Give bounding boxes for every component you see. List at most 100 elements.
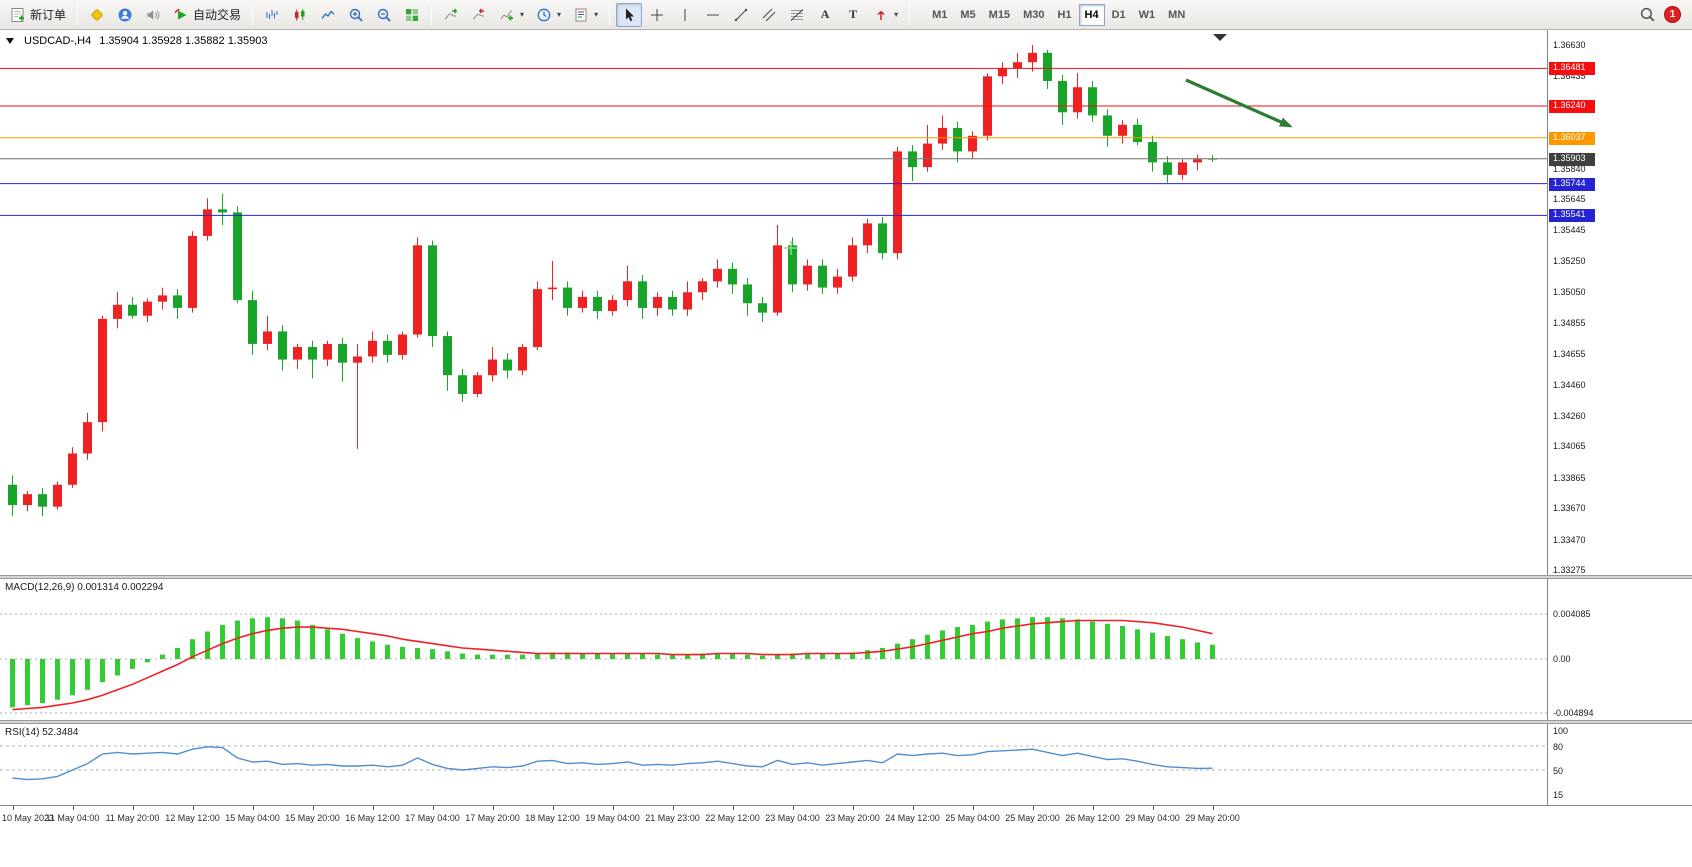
- search-icon[interactable]: [1639, 6, 1656, 23]
- price-badge: 1.36240: [1549, 100, 1595, 113]
- fibonacci-icon: [790, 8, 804, 21]
- indicators-button[interactable]: ▾: [494, 3, 529, 27]
- price-axis[interactable]: 1.366301.364351.362401.360451.358401.356…: [1547, 30, 1692, 805]
- macd-histogram-bar: [835, 653, 840, 659]
- arrow-shape-icon: [877, 10, 885, 20]
- time-axis-label: 21 May 23:00: [645, 813, 700, 823]
- trendline-tool-button[interactable]: [728, 3, 754, 27]
- timeframe-M15[interactable]: M15: [983, 4, 1016, 26]
- macd-histogram-bar: [280, 618, 285, 659]
- chart-title: USDCAD-,H4 1.35904 1.35928 1.35882 1.359…: [6, 35, 267, 47]
- macd-histogram-bar: [85, 659, 90, 690]
- new-order-button[interactable]: 新订单: [5, 3, 71, 27]
- notification-badge[interactable]: 1: [1664, 6, 1681, 23]
- macd-histogram-bar: [1195, 642, 1200, 659]
- candle-body: [533, 289, 542, 348]
- candle-body: [338, 343, 347, 363]
- auto-trading-button[interactable]: 自动交易: [168, 3, 246, 27]
- zoom-in-button[interactable]: [343, 3, 369, 27]
- price-tick: 1.34065: [1553, 441, 1586, 452]
- candle-body: [218, 209, 227, 213]
- crosshair-tool-button[interactable]: [644, 3, 670, 27]
- candle-body: [1118, 124, 1127, 136]
- price-chart-canvas[interactable]: [0, 30, 1547, 575]
- macd-pane: MACD(12,26,9) 0.001314 0.002294: [0, 579, 1547, 720]
- macd-histogram-bar: [100, 659, 105, 683]
- templates-icon: [575, 8, 587, 21]
- macd-histogram-bar: [340, 633, 345, 659]
- candle-body: [38, 494, 47, 507]
- macd-histogram-bar: [550, 652, 555, 659]
- line-chart-button[interactable]: [315, 3, 341, 27]
- timeframe-H1[interactable]: H1: [1051, 4, 1077, 26]
- rsi-canvas[interactable]: [0, 724, 1547, 805]
- rsi-axis-label: 15: [1553, 790, 1564, 800]
- time-axis-label: 18 May 12:00: [525, 813, 580, 823]
- macd-canvas[interactable]: [0, 579, 1547, 720]
- timeframe-M5[interactable]: M5: [954, 4, 981, 26]
- macd-histogram-bar: [700, 653, 705, 659]
- candle-body: [233, 212, 242, 301]
- horizontal-line-tool-button[interactable]: [700, 3, 726, 27]
- macd-histogram-bar: [145, 659, 150, 663]
- channel-tool-button[interactable]: [756, 3, 782, 27]
- candle-body: [608, 300, 617, 312]
- candlestick-chart-button[interactable]: [287, 3, 313, 27]
- price-tick: 1.35050: [1553, 287, 1586, 298]
- candle-body: [413, 245, 422, 335]
- rsi-pane: RSI(14) 52.3484: [0, 724, 1547, 805]
- tile-windows-button[interactable]: [399, 3, 425, 27]
- candle-body: [83, 422, 92, 454]
- timeframe-M30[interactable]: M30: [1017, 4, 1050, 26]
- dropdown-caret: ▾: [557, 10, 562, 19]
- zoom-out-button[interactable]: [371, 3, 397, 27]
- assistant-button[interactable]: [112, 3, 138, 27]
- templates-button[interactable]: ▾: [568, 3, 603, 27]
- time-axis-label: 29 May 04:00: [1125, 813, 1180, 823]
- metaeditor-button[interactable]: [84, 3, 110, 27]
- timeframe-W1[interactable]: W1: [1133, 4, 1162, 26]
- timeframe-M1[interactable]: M1: [926, 4, 953, 26]
- alerts-button[interactable]: [140, 3, 166, 27]
- vertical-line-tool-button[interactable]: [672, 3, 698, 27]
- timeframe-MN[interactable]: MN: [1162, 4, 1191, 26]
- candle-body: [113, 304, 122, 319]
- bar-chart-button[interactable]: [259, 3, 285, 27]
- macd-histogram-bar: [715, 653, 720, 659]
- macd-histogram-bar: [940, 630, 945, 659]
- candle-body: [1148, 142, 1157, 163]
- candle-body: [308, 347, 317, 360]
- macd-histogram-bar: [355, 638, 360, 659]
- macd-axis-label: 0.00: [1553, 654, 1571, 664]
- macd-histogram-bar: [190, 639, 195, 659]
- chart-shift-button[interactable]: [466, 3, 492, 27]
- time-axis-tick: [552, 806, 554, 810]
- auto-scroll-button[interactable]: [438, 3, 464, 27]
- macd-histogram-bar: [670, 654, 675, 659]
- time-axis-tick: [792, 806, 794, 810]
- chart-shift-marker-icon[interactable]: [1213, 34, 1227, 41]
- pane-splitter[interactable]: [0, 575, 1692, 579]
- candle-body: [1043, 52, 1052, 81]
- text-label-tool-button[interactable]: T: [840, 3, 866, 27]
- new-order-label: 新订单: [30, 8, 67, 22]
- cursor-tool-button[interactable]: [616, 2, 643, 27]
- timeframe-D1[interactable]: D1: [1106, 4, 1132, 26]
- price-tick: 1.35445: [1553, 225, 1586, 236]
- chart-menu-triangle-icon[interactable]: [6, 38, 14, 44]
- periods-button[interactable]: ▾: [531, 3, 566, 27]
- macd-histogram-bar: [370, 641, 375, 659]
- fibonacci-tool-button[interactable]: [784, 3, 810, 27]
- arrows-tool-button[interactable]: ▾: [868, 3, 903, 27]
- pane-splitter[interactable]: [0, 720, 1692, 724]
- timeframe-H4[interactable]: H4: [1078, 3, 1105, 26]
- time-axis-label: 15 May 04:00: [225, 813, 280, 823]
- candle-body: [8, 484, 17, 506]
- time-axis[interactable]: 10 May 2023 11 May 04:00 11 May 20:00 12 Ma…: [0, 805, 1692, 830]
- candle-body: [248, 300, 257, 344]
- macd-histogram-bar: [475, 654, 480, 659]
- candle-body: [473, 375, 482, 394]
- text-tool-button[interactable]: A: [812, 3, 838, 27]
- auto-trading-icon: [174, 8, 187, 19]
- trend-arrow-annotation[interactable]: [1185, 78, 1291, 128]
